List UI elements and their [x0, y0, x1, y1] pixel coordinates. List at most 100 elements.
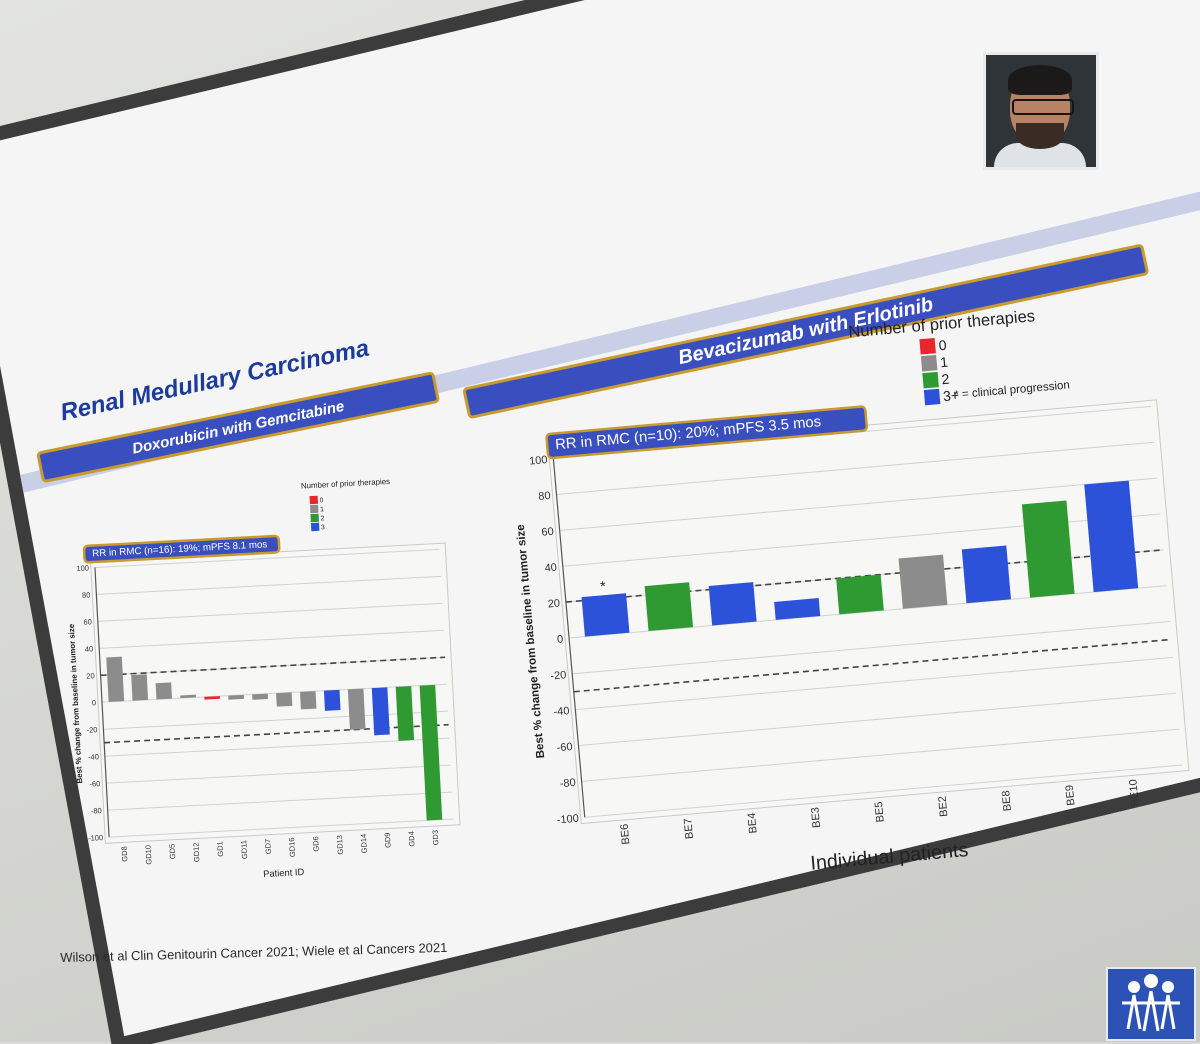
bar [1021, 500, 1075, 598]
x-axis-label: Individual patients [810, 839, 970, 875]
gridline [104, 737, 450, 757]
legend-swatch [923, 388, 941, 406]
x-tick-label: BE10 [1127, 779, 1141, 807]
x-axis-label: Patient ID [263, 867, 305, 879]
y-tick-label: 20 [86, 671, 95, 680]
bar [898, 554, 948, 609]
legend-label: 1 [320, 506, 324, 513]
x-tick-label: GD6 [311, 836, 321, 852]
x-tick-label: BE2 [937, 795, 951, 817]
annotation-box [82, 534, 281, 564]
y-axis [94, 567, 110, 838]
bar [1084, 480, 1139, 593]
y-tick-label: 100 [529, 454, 548, 468]
y-tick-label: -20 [550, 669, 567, 682]
x-tick-label: BE6 [619, 823, 633, 845]
y-tick-label: 40 [85, 644, 94, 653]
bar [323, 689, 341, 711]
annotation-box [545, 405, 869, 460]
bar [836, 574, 884, 615]
legend-swatch [920, 354, 938, 372]
gridline [103, 710, 448, 730]
gridline [99, 629, 444, 649]
y-tick-label: -80 [559, 777, 576, 790]
y-tick-label: -40 [553, 705, 570, 718]
bar [300, 691, 317, 710]
y-tick-label: 0 [557, 633, 564, 645]
legend-swatch [309, 495, 319, 505]
photo-glasses [1012, 99, 1074, 115]
logo [1106, 967, 1196, 1041]
legend-swatch [310, 522, 320, 532]
legend-label: 0 [938, 337, 947, 354]
legend-title: Number of prior therapies [301, 477, 391, 491]
y-tick-label: 100 [76, 563, 89, 573]
gridline [106, 764, 451, 784]
reference-line [100, 656, 446, 677]
y-tick-label: -100 [556, 813, 579, 827]
gridline [581, 728, 1180, 782]
y-tick-label: 40 [544, 562, 557, 575]
x-tick-label: BE3 [809, 807, 823, 829]
bar [180, 694, 196, 699]
gridline [107, 791, 453, 811]
photo-hair [1008, 65, 1072, 95]
logo-figures-icon [1122, 974, 1180, 1032]
x-tick-label: GD1 [215, 841, 225, 857]
y-tick-label: -80 [91, 806, 102, 816]
y-tick-label: 60 [541, 526, 554, 539]
bar [708, 582, 757, 626]
y-tick-label: -20 [86, 725, 97, 735]
legend-label: 0 [319, 497, 323, 504]
bar [961, 545, 1011, 604]
legend-label: 2 [941, 371, 950, 388]
y-tick-label: 60 [83, 617, 92, 626]
bar [228, 694, 244, 700]
y-tick-label: -60 [556, 741, 573, 754]
x-tick-label: GD4 [407, 831, 417, 847]
bar [276, 692, 293, 707]
x-tick-label: BE8 [1000, 790, 1014, 812]
y-tick-label: 80 [538, 490, 551, 503]
gridline [584, 764, 1183, 818]
gridline [572, 621, 1170, 675]
legend-swatch [310, 513, 319, 523]
bar [371, 687, 390, 736]
x-tick-label: GD9 [383, 832, 393, 848]
legend-label: 3+ [942, 387, 959, 404]
x-tick-label: BE9 [1064, 784, 1078, 806]
x-tick-label: BE4 [746, 812, 760, 834]
photo-beard [1016, 123, 1064, 149]
bar [131, 674, 149, 701]
x-tick-label: BE7 [682, 818, 696, 840]
x-tick-label: GD7 [263, 839, 273, 855]
x-tick-label: GD3 [431, 830, 441, 846]
x-tick-label: GD10 [144, 845, 154, 865]
y-tick-label: -100 [88, 833, 103, 843]
x-tick-label: GD14 [359, 834, 369, 854]
bar [155, 682, 173, 700]
x-tick-label: GD11 [239, 840, 249, 859]
y-tick-label: -60 [89, 779, 100, 789]
gridline [556, 441, 1155, 496]
x-tick-label: GD16 [287, 837, 297, 857]
gridline [109, 818, 454, 838]
gridline [97, 602, 443, 622]
y-tick-label: 80 [82, 590, 91, 599]
legend-swatch [309, 504, 319, 514]
bar [204, 696, 220, 700]
gridline [575, 656, 1174, 711]
legend-label: 1 [939, 354, 948, 371]
gridline [101, 683, 447, 703]
y-axis-label: Best % change from baseline in tumor siz… [67, 623, 84, 784]
reference-line [104, 723, 449, 744]
gridline [559, 477, 1158, 531]
gridline [96, 575, 441, 595]
legend-swatch [919, 337, 936, 355]
y-axis-label: Best % change from baseline in tumor siz… [515, 523, 547, 759]
bar [419, 684, 443, 821]
